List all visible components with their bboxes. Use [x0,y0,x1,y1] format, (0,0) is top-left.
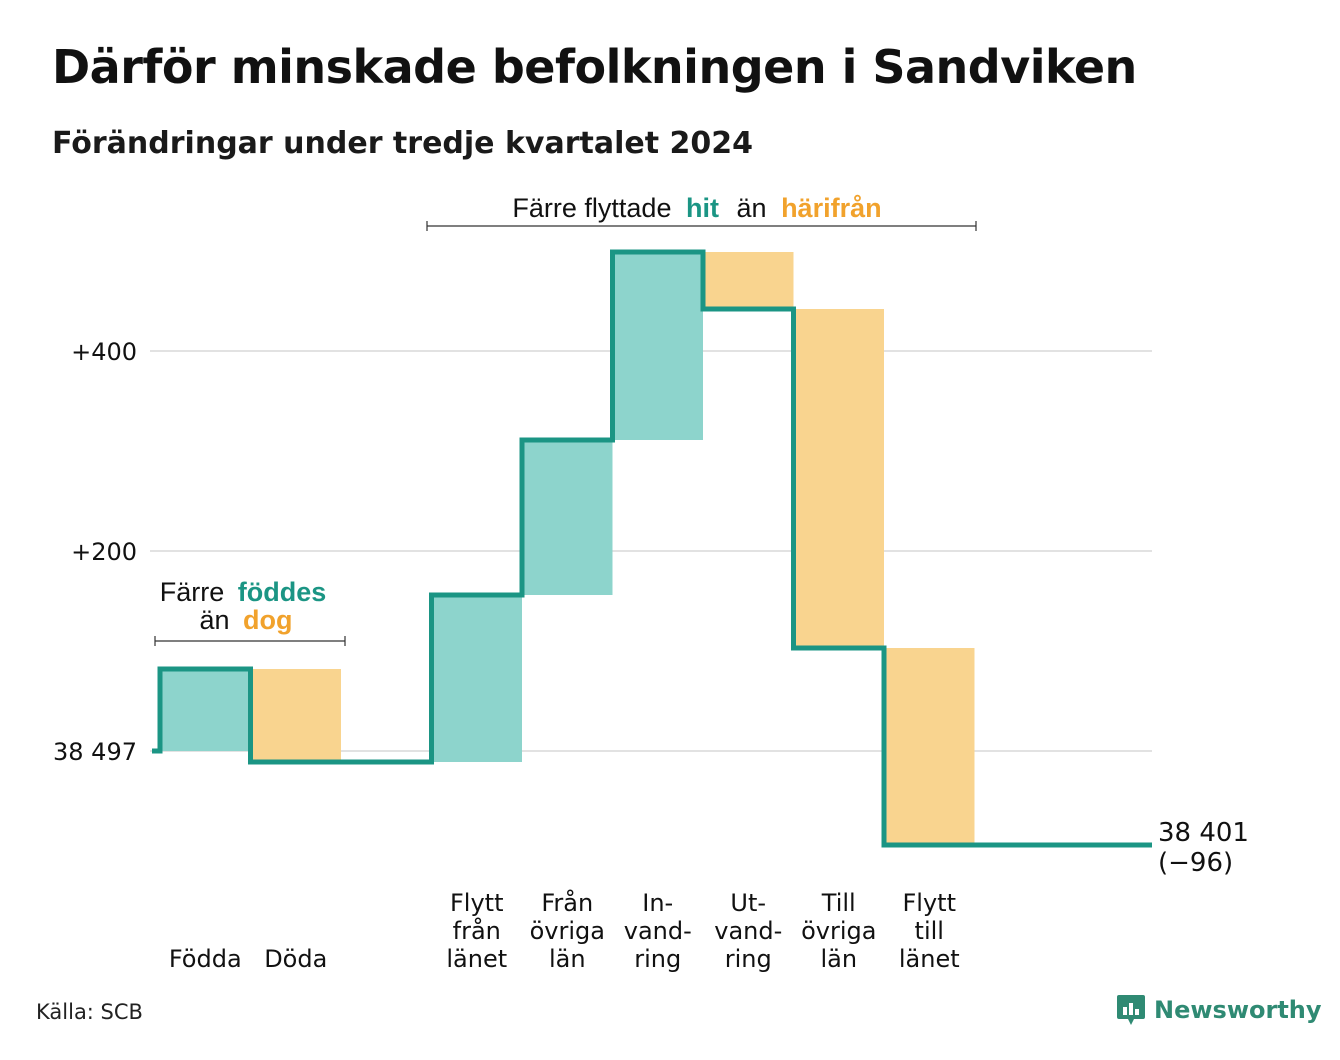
x-tick-label: vand- [714,917,782,945]
bar-flytt-till-länet [884,648,975,845]
annotation-births-line1: Färre föddes [160,577,327,607]
bar-födda [160,669,251,751]
bars [160,252,975,845]
x-tick-label: ring [634,945,681,973]
bar-flytt-från-länet [431,595,522,762]
x-tick-label: Flytt [903,889,957,917]
x-tick-label: Till [821,889,856,917]
step-line [152,249,1152,848]
annotation-moves-bracket [426,221,977,231]
newsworthy-logo-icon [1117,995,1145,1025]
x-tick-label: övriga [801,917,876,945]
x-tick-label: länet [446,945,507,973]
chart-subtitle: Förändringar under tredje kvartalet 2024 [52,126,754,161]
annotation-moves-text: Färre flyttade hit än härifrån [512,193,881,223]
y-tick-label: 38 497 [53,738,137,766]
annotation-births-bracket [154,636,346,646]
bar-från-övriga-län [522,440,613,595]
chart-title: Därför minskade befolkningen i Sandviken [52,40,1137,94]
x-tick-label: från [453,916,501,945]
x-tick-label: län [820,945,857,973]
x-tick-label: övriga [530,917,605,945]
bar-ut-vandring [703,252,794,309]
x-tick-label: Födda [169,945,242,973]
x-tick-label: Från [541,888,593,917]
x-tick-label: Flytt [450,889,504,917]
x-tick-label: län [549,945,586,973]
y-tick-label: +200 [71,538,137,566]
x-tick-label: Ut- [730,889,766,917]
bar-till-övriga-län [793,309,884,648]
bar-döda [250,669,341,762]
x-tick-label: vand- [624,917,692,945]
x-tick-label: In- [642,889,673,917]
end-value-label: 38 401 [1158,818,1249,848]
annotation-moves: Färre flyttade hit än härifrån [426,193,977,231]
end-change-label: (−96) [1158,848,1233,878]
x-tick-label: länet [899,945,960,973]
bar-in-vandring [612,252,703,440]
annotation-births: Färre föddes än dog [154,577,346,646]
annotation-births-line2: än dog [199,605,292,635]
x-tick-label: till [915,917,944,945]
source-note: Källa: SCB [36,1000,143,1024]
brand-name: Newsworthy [1154,996,1322,1024]
brand-logo: Newsworthy [1116,993,1322,1027]
x-tick-label: ring [725,945,772,973]
y-tick-label: +400 [71,338,137,366]
cumulative-line [152,249,1152,848]
x-tick-label: Döda [264,945,327,973]
